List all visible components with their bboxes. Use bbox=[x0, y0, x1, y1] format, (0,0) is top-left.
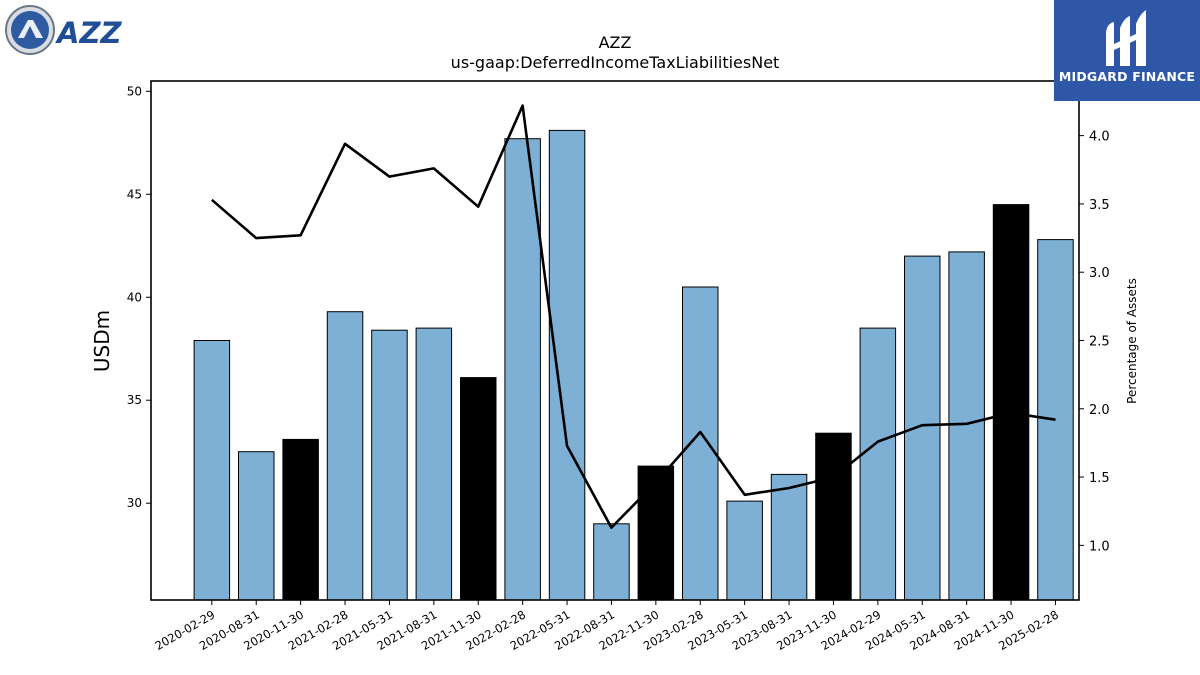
bar-2023-08-31 bbox=[770, 473, 808, 601]
y-tick-label: 40 bbox=[127, 290, 142, 304]
azz-logo: AZZ bbox=[4, 4, 139, 58]
bar-2023-05-31 bbox=[726, 500, 763, 601]
y2-tick-label: 4.0 bbox=[1089, 130, 1110, 145]
bar-2020-11-30 bbox=[282, 438, 319, 601]
midgard-finance-logo: MIDGARD FINANCE bbox=[1054, 0, 1200, 101]
y2-axis-label: Percentage of Assets bbox=[1125, 278, 1139, 404]
chart-subtitle: us-gaap:DeferredIncomeTaxLiabilitiesNet bbox=[451, 53, 780, 72]
y-tick-label: 50 bbox=[127, 84, 142, 98]
chart-title: AZZ bbox=[599, 33, 632, 52]
bar-2022-11-30 bbox=[637, 465, 675, 601]
y2-tick-label: 2.5 bbox=[1089, 335, 1110, 350]
bar-2022-02-28 bbox=[504, 138, 541, 601]
bar-2024-02-29 bbox=[859, 327, 897, 601]
bar-2020-08-31 bbox=[238, 451, 275, 601]
bar-2022-08-31 bbox=[593, 523, 630, 601]
bar-2023-02-28 bbox=[682, 286, 719, 601]
y-tick-label: 30 bbox=[127, 496, 142, 510]
y-tick-label: 35 bbox=[127, 393, 142, 407]
bar-2020-02-29 bbox=[193, 340, 231, 601]
bar-2021-05-31 bbox=[371, 329, 408, 601]
bar-2023-11-30 bbox=[815, 432, 852, 601]
y2-tick-label: 3.5 bbox=[1089, 198, 1110, 213]
bar-2021-02-28 bbox=[326, 311, 364, 601]
bar-2021-11-30 bbox=[460, 377, 497, 601]
y2-tick-label: 1.5 bbox=[1089, 471, 1110, 486]
azz-logo-text: AZZ bbox=[55, 16, 122, 50]
midgard-finance-logo-text: MIDGARD FINANCE bbox=[1058, 69, 1196, 84]
y2-tick-label: 3.0 bbox=[1089, 266, 1110, 281]
y2-tick-label: 1.0 bbox=[1089, 539, 1110, 554]
bar-2024-11-30 bbox=[992, 204, 1030, 601]
bar-2022-05-31 bbox=[548, 129, 586, 601]
bars-layer bbox=[193, 129, 1074, 601]
bar-2024-08-31 bbox=[948, 251, 985, 601]
line-layer bbox=[210, 104, 1056, 529]
bar-2024-05-31 bbox=[904, 255, 941, 601]
y-tick-label: 45 bbox=[127, 187, 142, 201]
y-axis-label: USDm bbox=[90, 310, 114, 372]
percentage-line bbox=[210, 104, 1056, 529]
y2-tick-label: 2.0 bbox=[1089, 403, 1110, 418]
bar-2021-08-31 bbox=[415, 327, 453, 601]
